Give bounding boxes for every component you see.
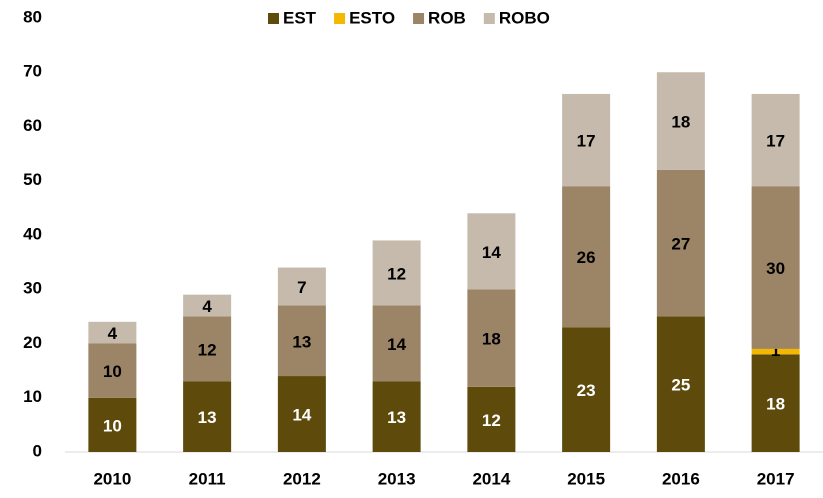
y-tick-label: 40 <box>23 224 42 243</box>
bar-segment <box>277 305 326 377</box>
bar-segment <box>183 381 232 452</box>
y-tick-label: 50 <box>23 170 42 189</box>
data-label: 18 <box>766 395 785 414</box>
legend-swatch <box>334 13 346 24</box>
data-label: 27 <box>671 235 690 254</box>
data-label: 7 <box>297 278 306 297</box>
y-tick-label: 70 <box>23 62 42 81</box>
bar-segment <box>183 316 232 382</box>
bar-segment <box>88 321 137 344</box>
legend-label: ESTO <box>349 8 395 27</box>
data-label: 13 <box>198 408 217 427</box>
bar-segment <box>562 327 611 452</box>
data-label: 26 <box>577 248 596 267</box>
bar-segment <box>656 316 705 452</box>
bar-segment <box>751 186 800 349</box>
x-tick-label: 2013 <box>378 469 416 488</box>
data-label: 17 <box>577 132 596 151</box>
data-label: 17 <box>766 132 785 151</box>
data-label: 30 <box>766 259 785 278</box>
x-tick-label: 2015 <box>567 469 605 488</box>
x-tick-label: 2010 <box>93 469 131 488</box>
data-label: 13 <box>387 408 406 427</box>
data-label: 10 <box>103 362 122 381</box>
legend-swatch <box>268 13 279 24</box>
data-label: 12 <box>198 340 217 359</box>
bar-segment <box>467 289 516 387</box>
y-tick-label: 20 <box>23 333 42 352</box>
data-label: 4 <box>108 324 118 343</box>
bar-segment <box>656 169 705 317</box>
y-tick-label: 60 <box>23 116 42 135</box>
data-label: 13 <box>292 332 311 351</box>
data-label: 1 <box>771 341 780 360</box>
bar-segment <box>562 186 611 328</box>
data-label: 12 <box>387 264 406 283</box>
bar-segment <box>372 305 421 382</box>
data-label: 18 <box>671 113 690 132</box>
legend-swatch <box>483 13 495 24</box>
bar-segment <box>751 354 800 452</box>
legend-swatch <box>413 13 425 24</box>
data-label: 18 <box>482 330 501 349</box>
bar-segment <box>183 294 232 317</box>
data-label: 14 <box>482 243 501 262</box>
bar-segment <box>277 376 326 452</box>
data-label: 12 <box>482 411 501 430</box>
bar-segment <box>88 343 137 398</box>
bar-segment <box>467 213 516 290</box>
bar-segment <box>751 348 800 355</box>
y-tick-label: 80 <box>23 7 42 26</box>
legend-label: EST <box>283 8 317 27</box>
x-tick-label: 2012 <box>283 469 321 488</box>
y-tick-label: 30 <box>23 279 42 298</box>
y-tick-label: 10 <box>23 387 42 406</box>
x-tick-label: 2011 <box>189 469 226 488</box>
bar-segment <box>751 93 800 187</box>
bar-segment <box>277 267 326 306</box>
bar-segment <box>467 386 516 452</box>
data-label: 23 <box>577 381 596 400</box>
y-tick-label: 0 <box>33 441 42 460</box>
data-label: 14 <box>387 335 406 354</box>
data-label: 25 <box>671 376 690 395</box>
x-tick-label: 2017 <box>757 469 795 488</box>
legend-label: ROBO <box>499 8 550 27</box>
bar-segment <box>656 72 705 170</box>
bar-segment <box>372 240 421 306</box>
x-tick-label: 2014 <box>472 469 510 488</box>
data-label: 14 <box>292 406 311 425</box>
legend-label: ROB <box>428 8 466 27</box>
bar-segment <box>562 93 611 187</box>
x-tick-label: 2016 <box>662 469 700 488</box>
data-label: 10 <box>103 416 122 435</box>
data-label: 4 <box>202 297 212 316</box>
bar-segment <box>88 397 137 452</box>
bar-segment <box>372 381 421 452</box>
